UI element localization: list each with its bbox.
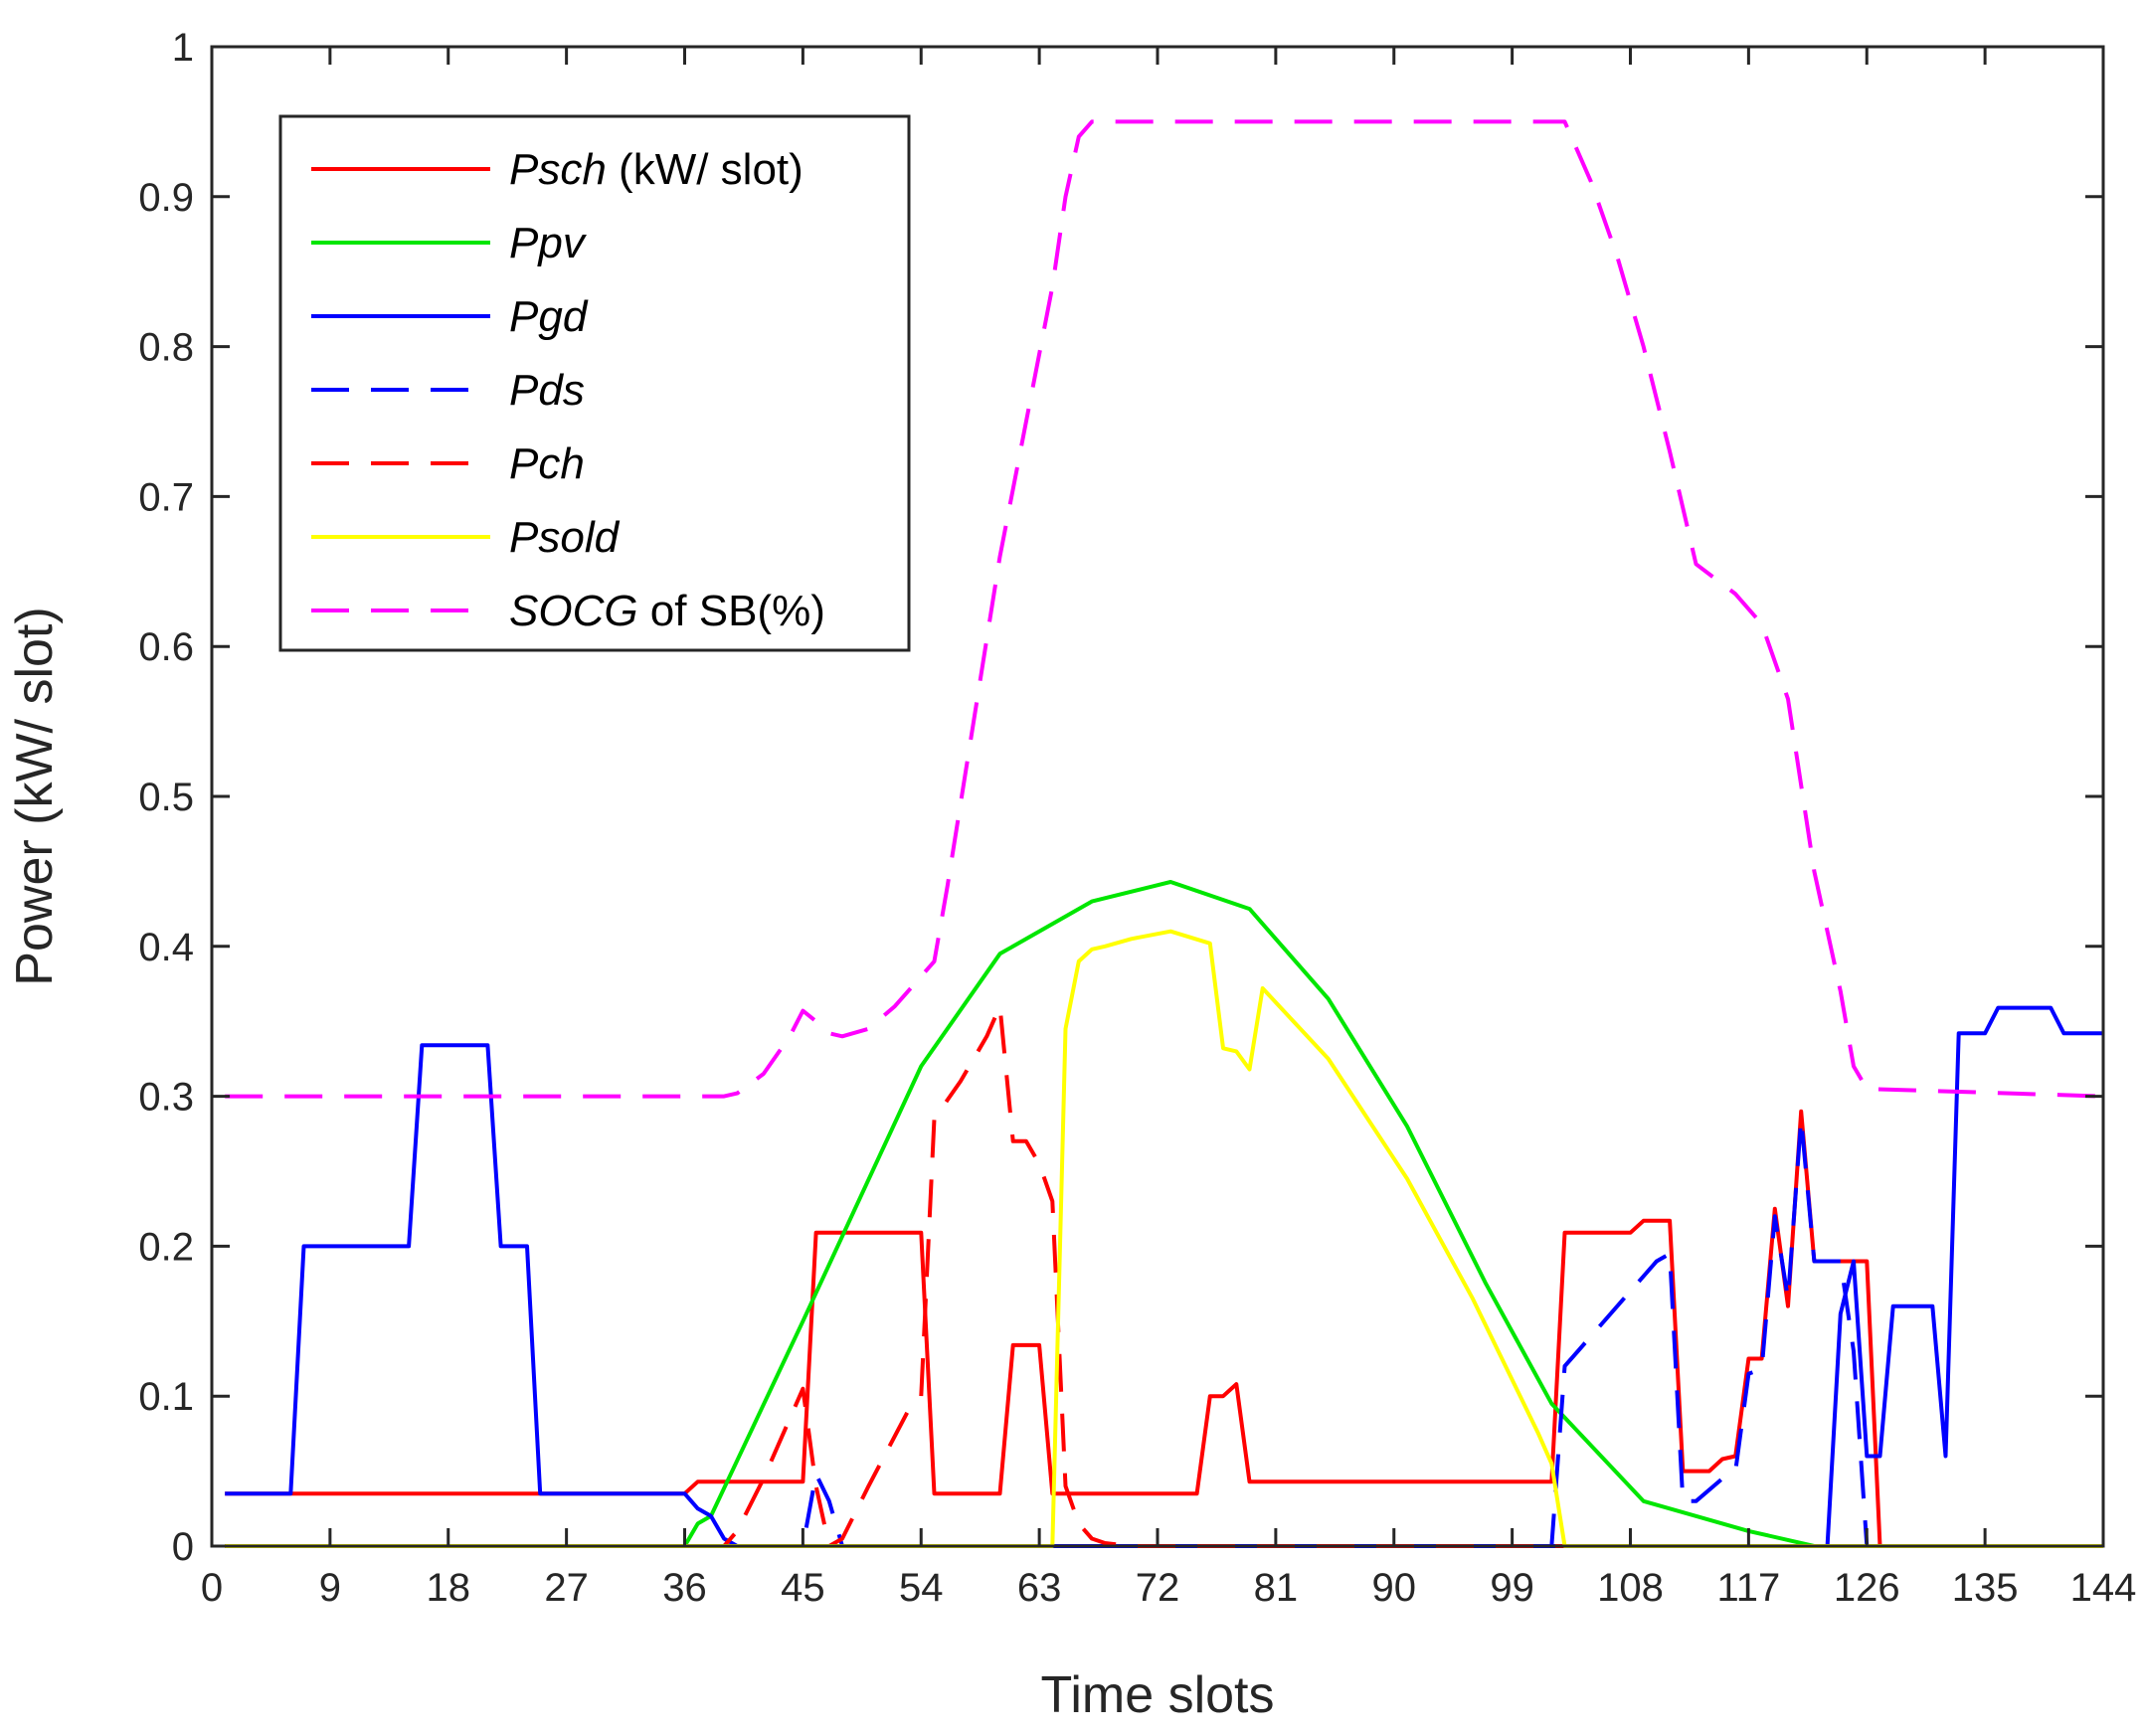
series-line-socg	[225, 119, 2104, 1099]
legend-series-suffix: (kW/ slot)	[607, 145, 804, 194]
x-tick-label: 144	[2070, 1566, 2137, 1610]
y-tick-label: 0.1	[138, 1375, 194, 1419]
y-tick-label: 0	[172, 1525, 194, 1569]
x-tick-label: 135	[1952, 1566, 2019, 1610]
legend-series-name: SOCG	[509, 587, 638, 635]
x-tick-label: 18	[427, 1566, 471, 1610]
legend-label-ppv: Ppv	[509, 219, 588, 267]
plot-area: 0 9 18 27 36 45 54 63 72 81 90 99 108 117 126 135 144 0 0.…	[138, 26, 2136, 1610]
x-tick-label: 117	[1716, 1566, 1780, 1610]
legend-series-name: Psold	[509, 513, 621, 562]
y-axis-title: Power (kW/ slot)	[6, 607, 64, 985]
legend-series-name: Pgd	[509, 292, 589, 341]
y-tick-label: 0.7	[138, 475, 194, 519]
series-line-pch	[225, 1004, 2103, 1548]
x-tick-label: 27	[544, 1566, 589, 1610]
legend: Psch (kW/ slot) Ppv Pgd Pds Pch Psold SOCG of …	[278, 114, 911, 652]
legend-series-name: Psch	[509, 145, 607, 194]
x-tick-label: 72	[1136, 1566, 1180, 1610]
legend-label-psch: Psch (kW/ slot)	[509, 145, 804, 194]
y-tick-label: 0.5	[138, 776, 194, 819]
y-tick-label: 0.2	[138, 1225, 194, 1269]
legend-box	[278, 114, 911, 652]
x-tick-label: 45	[781, 1566, 825, 1610]
legend-series-suffix: of SB(%)	[638, 587, 825, 635]
y-tick-label: 0.3	[138, 1076, 194, 1120]
legend-label-pgd: Pgd	[509, 292, 589, 341]
legend-series-name: Pds	[509, 366, 585, 415]
legend-label-pch: Pch	[509, 439, 585, 488]
legend-label-socg: SOCG of SB(%)	[509, 587, 825, 635]
series-line-psold	[225, 929, 2103, 1548]
x-tick-label: 99	[1490, 1566, 1534, 1610]
x-tick-label: 0	[201, 1566, 223, 1610]
x-tick-label: 126	[1834, 1566, 1900, 1610]
x-tick-label: 36	[662, 1566, 707, 1610]
y-tick-label: 0.9	[138, 176, 194, 220]
x-tick-label: 9	[319, 1566, 341, 1610]
legend-series-name: Pch	[509, 439, 585, 488]
x-tick-label: 81	[1254, 1566, 1299, 1610]
y-tick-label: 0.6	[138, 625, 194, 669]
legend-label-psold: Psold	[509, 513, 621, 562]
legend-series-name: Ppv	[509, 219, 588, 267]
x-tick-label: 63	[1017, 1566, 1062, 1610]
x-tick-label: 108	[1597, 1566, 1664, 1610]
tick-layer: 0 9 18 27 36 45 54 63 72 81 90 99 108 117 126 135 144 0 0.…	[138, 26, 2136, 1610]
y-tick-label: 1	[172, 26, 194, 70]
series-line-ppv	[225, 880, 2103, 1548]
y-tick-label: 0.4	[138, 926, 194, 969]
x-tick-label: 90	[1372, 1566, 1417, 1610]
x-axis-title: Time slots	[1041, 1666, 1275, 1724]
x-tick-label: 54	[899, 1566, 944, 1610]
y-tick-label: 0.8	[138, 326, 194, 370]
legend-label-pds: Pds	[509, 366, 585, 415]
